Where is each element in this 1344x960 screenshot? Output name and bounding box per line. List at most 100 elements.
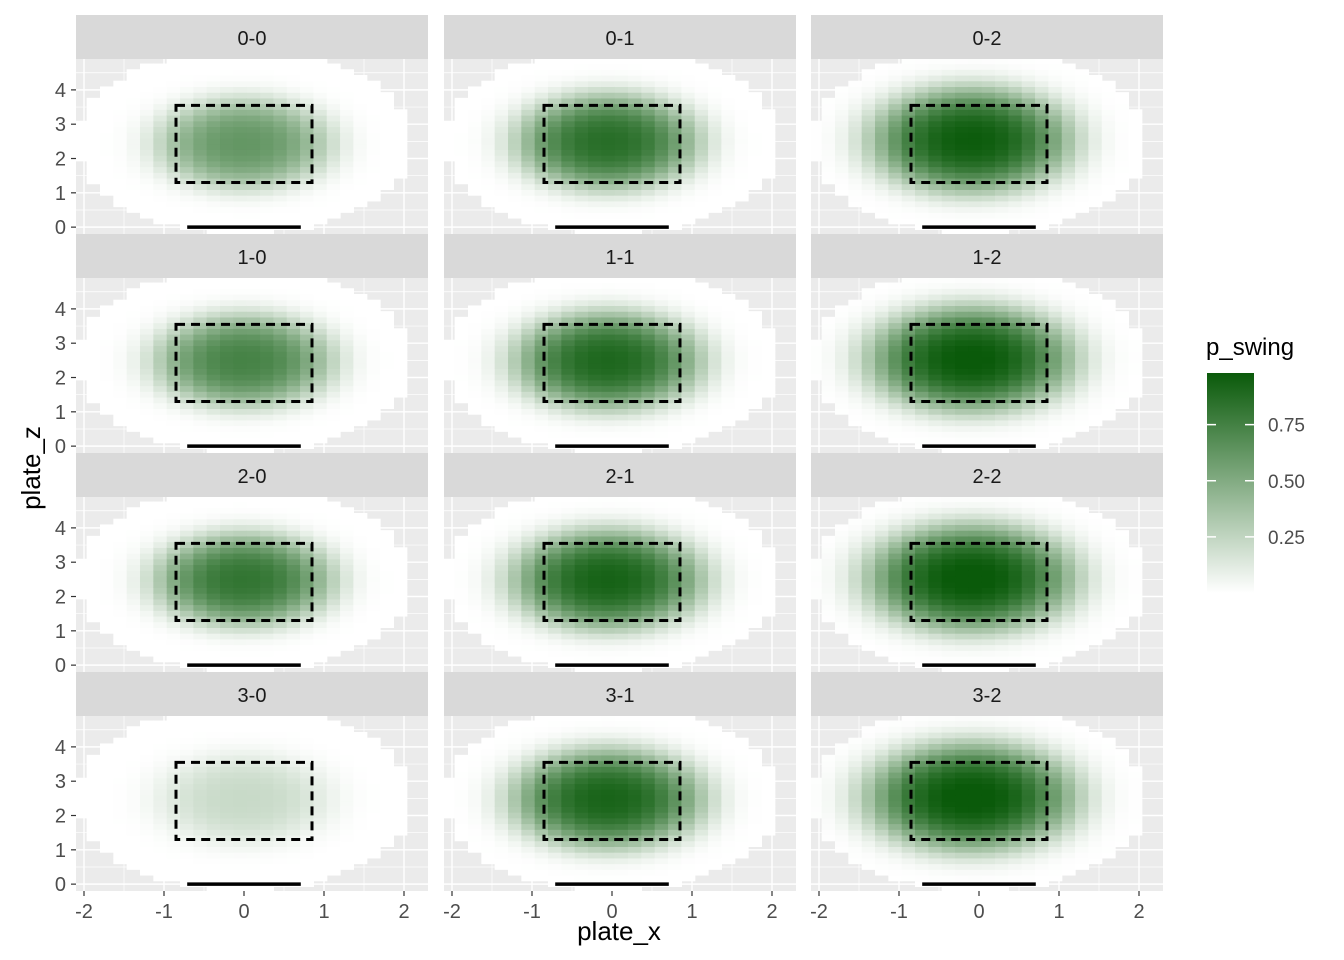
heat-tile: [941, 328, 956, 335]
heat-tile: [561, 362, 576, 369]
heat-tile: [326, 575, 341, 583]
heat-tile: [981, 385, 996, 392]
heat-tile: [273, 282, 288, 289]
heat-tile: [206, 650, 221, 657]
heat-tile: [140, 282, 154, 289]
heat-tile: [888, 63, 903, 70]
heat-tile: [444, 155, 456, 162]
heat-tile: [1075, 419, 1089, 427]
heat-tile: [86, 587, 101, 594]
heat-tile: [915, 385, 929, 392]
heat-tile: [166, 610, 181, 617]
heat-tile: [313, 183, 328, 190]
heat-tile: [1101, 80, 1116, 88]
heat-tile: [968, 115, 983, 122]
heat-tile: [901, 299, 916, 307]
heat-tile: [366, 604, 381, 611]
heat-tile: [353, 396, 368, 404]
heat-tile: [928, 368, 943, 375]
heat-tile: [628, 97, 642, 105]
heat-tile: [928, 189, 943, 196]
heat-tile: [534, 212, 549, 219]
heat-tile: [313, 126, 328, 133]
heat-tile: [286, 368, 301, 375]
heat-tile: [166, 293, 181, 301]
heat-tile: [588, 299, 602, 307]
heat-tile: [1075, 396, 1089, 404]
heat-tile: [233, 109, 248, 116]
heat-tile: [521, 362, 536, 369]
heat-tile: [1008, 115, 1023, 122]
heat-tile: [233, 425, 248, 432]
heat-tile: [508, 408, 522, 415]
heat-tile: [1021, 305, 1036, 312]
heat-tile: [153, 183, 168, 190]
heat-tile: [534, 362, 549, 369]
heat-tile: [494, 200, 509, 208]
heat-tile: [521, 195, 536, 202]
heat-tile: [534, 183, 549, 190]
heat-tile: [761, 339, 776, 347]
heat-tile: [1115, 103, 1129, 110]
heat-tile: [915, 155, 929, 162]
heat-tile: [548, 80, 562, 88]
heat-tile: [654, 92, 669, 99]
heat-tile: [941, 299, 956, 307]
heat-tile: [668, 183, 682, 190]
heat-tile: [1008, 408, 1023, 415]
heat-tile: [233, 92, 248, 99]
heat-tile: [180, 69, 194, 76]
heat-tile: [1075, 385, 1089, 392]
heat-tile: [246, 633, 261, 640]
heat-tile: [393, 374, 408, 381]
heat-tile: [534, 419, 549, 427]
heat-tile: [614, 149, 629, 156]
heat-tile: [153, 362, 168, 369]
heat-tile: [915, 92, 929, 99]
heat-tile: [968, 189, 983, 196]
heat-tile: [340, 189, 354, 196]
heat-tile: [180, 311, 194, 318]
heat-tile: [1088, 299, 1103, 307]
heat-tile: [340, 351, 354, 358]
heat-tile: [313, 558, 328, 566]
heat-tile: [1061, 126, 1076, 133]
heat-tile: [140, 402, 154, 409]
facet-panel: 0-0: [76, 15, 428, 234]
heat-tile: [1101, 189, 1116, 196]
heat-tile: [76, 149, 88, 156]
heat-tile: [748, 137, 762, 145]
heat-tile: [260, 74, 274, 82]
heat-tile: [233, 396, 248, 404]
heat-tile: [995, 149, 1009, 156]
heat-tile: [875, 379, 889, 387]
heat-tile: [561, 541, 576, 548]
heat-tile: [1048, 351, 1063, 358]
heat-tile: [614, 288, 629, 295]
heat-tile: [548, 115, 562, 122]
heat-tile: [861, 402, 876, 409]
heat-tile: [561, 132, 576, 139]
heat-tile: [928, 425, 943, 432]
heat-tile: [681, 408, 696, 415]
heat-tile: [313, 120, 328, 128]
heat-tile: [481, 155, 496, 162]
heat-tile: [548, 530, 562, 537]
heat-tile: [888, 299, 903, 307]
heat-tile: [561, 593, 576, 600]
heat-tile: [1115, 374, 1129, 381]
heat-tile: [694, 351, 709, 358]
heat-tile: [481, 177, 496, 185]
heat-tile: [721, 374, 736, 381]
heat-tile: [193, 570, 208, 577]
heat-tile: [574, 316, 589, 324]
heat-tile: [548, 86, 562, 93]
heat-tile: [968, 436, 983, 444]
heat-tile: [928, 311, 943, 318]
heat-tile: [313, 92, 328, 99]
heat-tile: [534, 206, 549, 213]
heat-tile: [561, 374, 576, 381]
heat-tile: [721, 120, 736, 128]
heat-tile: [614, 436, 629, 444]
heat-tile: [326, 305, 341, 312]
